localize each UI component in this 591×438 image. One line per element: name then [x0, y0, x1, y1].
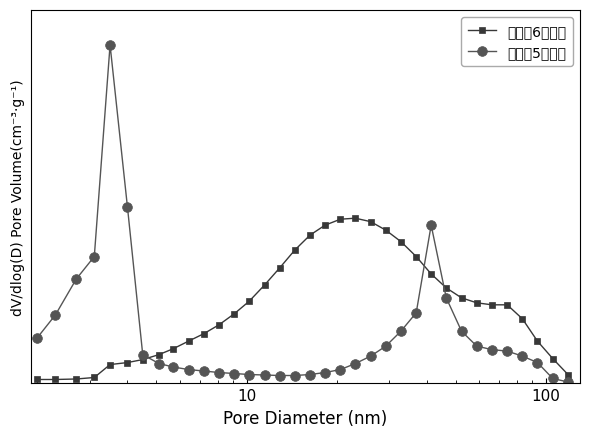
对比例5催化剂	[534, 360, 541, 365]
对比例5催化剂	[139, 352, 147, 357]
实施例6催化剂	[200, 331, 207, 336]
实施例6催化剂	[216, 322, 223, 328]
对比例5催化剂	[473, 344, 480, 349]
对比例5催化剂	[443, 296, 450, 301]
对比例5催化剂	[519, 353, 526, 359]
实施例6催化剂	[337, 217, 344, 223]
对比例5催化剂	[230, 371, 238, 376]
实施例6催化剂	[245, 299, 252, 304]
实施例6催化剂	[458, 296, 465, 301]
实施例6催化剂	[106, 362, 113, 367]
对比例5催化剂	[124, 205, 131, 210]
对比例5催化剂	[322, 370, 329, 375]
对比例5催化剂	[34, 335, 41, 340]
Line: 实施例6催化剂: 实施例6催化剂	[34, 215, 571, 383]
X-axis label: Pore Diameter (nm): Pore Diameter (nm)	[223, 409, 388, 427]
实施例6催化剂	[307, 233, 314, 238]
对比例5催化剂	[155, 361, 163, 366]
对比例5催化剂	[261, 373, 268, 378]
对比例5催化剂	[458, 329, 465, 334]
实施例6催化剂	[91, 375, 98, 380]
对比例5催化剂	[397, 329, 404, 334]
对比例5催化剂	[352, 361, 359, 366]
对比例5催化剂	[367, 353, 374, 359]
实施例6催化剂	[549, 356, 556, 361]
实施例6催化剂	[488, 303, 495, 308]
对比例5催化剂	[106, 43, 113, 49]
对比例5催化剂	[428, 223, 435, 228]
实施例6催化剂	[139, 357, 147, 362]
对比例5催化剂	[564, 379, 571, 385]
对比例5催化剂	[170, 364, 177, 370]
实施例6催化剂	[443, 286, 450, 291]
实施例6催化剂	[276, 266, 283, 271]
对比例5催化剂	[291, 373, 298, 378]
实施例6催化剂	[413, 254, 420, 260]
对比例5催化剂	[216, 370, 223, 375]
实施例6催化剂	[504, 303, 511, 308]
实施例6催化剂	[34, 377, 41, 382]
实施例6催化剂	[185, 339, 192, 344]
对比例5催化剂	[185, 367, 192, 372]
Line: 对比例5催化剂: 对比例5催化剂	[33, 41, 573, 387]
实施例6催化剂	[170, 346, 177, 351]
实施例6催化剂	[428, 272, 435, 277]
实施例6催化剂	[230, 311, 238, 317]
Y-axis label: dV/dlog(D) Pore Volume(cm⁻³·g⁻¹): dV/dlog(D) Pore Volume(cm⁻³·g⁻¹)	[11, 79, 25, 315]
实施例6催化剂	[261, 283, 268, 288]
对比例5催化剂	[382, 344, 389, 349]
实施例6催化剂	[534, 339, 541, 344]
对比例5催化剂	[52, 312, 59, 318]
实施例6催化剂	[155, 352, 163, 357]
对比例5催化剂	[549, 376, 556, 381]
对比例5催化剂	[245, 372, 252, 377]
实施例6催化剂	[519, 316, 526, 321]
实施例6催化剂	[291, 248, 298, 253]
对比例5催化剂	[73, 277, 80, 282]
实施例6催化剂	[322, 223, 329, 228]
对比例5催化剂	[200, 368, 207, 374]
实施例6催化剂	[397, 240, 404, 245]
Legend: 实施例6催化剂, 对比例5催化剂: 实施例6催化剂, 对比例5催化剂	[461, 18, 573, 67]
实施例6催化剂	[73, 377, 80, 382]
对比例5催化剂	[504, 349, 511, 354]
实施例6催化剂	[124, 360, 131, 365]
实施例6催化剂	[352, 216, 359, 221]
实施例6催化剂	[473, 300, 480, 306]
对比例5催化剂	[413, 311, 420, 316]
实施例6催化剂	[382, 228, 389, 233]
对比例5催化剂	[307, 372, 314, 377]
实施例6催化剂	[52, 377, 59, 382]
对比例5催化剂	[276, 373, 283, 378]
对比例5催化剂	[91, 254, 98, 260]
实施例6催化剂	[564, 372, 571, 377]
对比例5催化剂	[337, 367, 344, 372]
对比例5催化剂	[488, 347, 495, 353]
实施例6催化剂	[367, 219, 374, 225]
